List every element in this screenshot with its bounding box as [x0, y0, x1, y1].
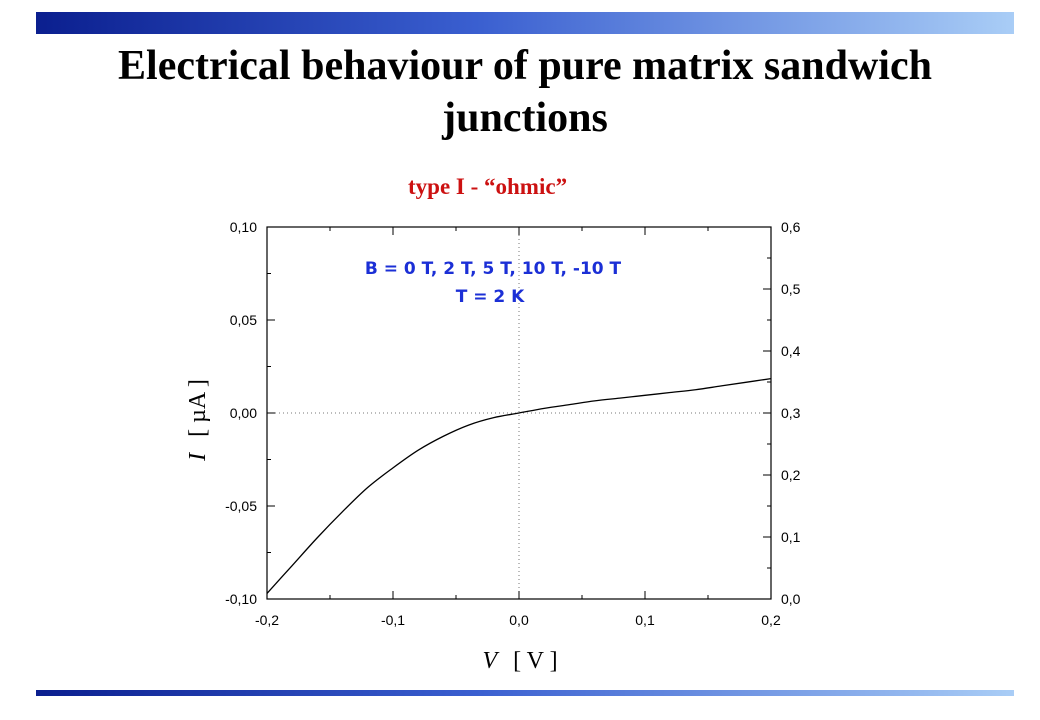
slide-subtitle: type I - “ohmic” — [408, 174, 568, 199]
x-tick-label: 0,1 — [635, 612, 655, 628]
header-bar — [36, 12, 1014, 34]
x-tick-label: 0,2 — [761, 612, 781, 628]
y-tick-label: 0,00 — [230, 405, 257, 421]
chart-tick-labels: -0,2 -0,1 0,0 0,1 0,2 -0,10 -0,05 0,00 0,05 0,10 0… — [225, 219, 801, 628]
y-axis-label: I [ µA ] — [185, 379, 211, 462]
x-tick-label: -0,2 — [255, 612, 279, 628]
y2-tick-label: 0,5 — [781, 281, 801, 297]
series-line — [266, 377, 772, 594]
y2-tick-label: 0,3 — [781, 405, 801, 421]
slide-title-line2: junctions — [442, 95, 608, 141]
y-tick-label: -0,10 — [225, 591, 257, 607]
y2-tick-label: 0,6 — [781, 219, 801, 235]
y-axis-unit: [ µA ] — [185, 379, 211, 437]
y-tick-label: 0,05 — [230, 312, 257, 328]
y-tick-label: 0,10 — [230, 219, 257, 235]
y2-tick-label: 0,1 — [781, 529, 801, 545]
y-axis-symbol: I — [185, 452, 211, 462]
x-axis-label: V [ V ] — [482, 648, 557, 674]
y2-tick-label: 0,4 — [781, 343, 801, 359]
x-tick-label: 0,0 — [509, 612, 529, 628]
slide-title-line1: Electrical behaviour of pure matrix sand… — [118, 43, 932, 89]
y2-tick-label: 0,2 — [781, 467, 801, 483]
y-tick-label: -0,05 — [225, 498, 257, 514]
chart-annotation-temperature: T = 2 K — [456, 287, 525, 307]
footer-bar — [36, 690, 1014, 696]
x-tick-label: -0,1 — [381, 612, 405, 628]
x-axis-symbol: V — [482, 648, 499, 674]
slide-title: Electrical behaviour of pure matrix sand… — [60, 40, 990, 144]
chart-annotation-field: B = 0 T, 2 T, 5 T, 10 T, -10 T — [365, 259, 622, 279]
y2-tick-label: 0,0 — [781, 591, 801, 607]
chart-tick-marks — [266, 226, 772, 600]
x-axis-unit: [ V ] — [513, 648, 557, 674]
